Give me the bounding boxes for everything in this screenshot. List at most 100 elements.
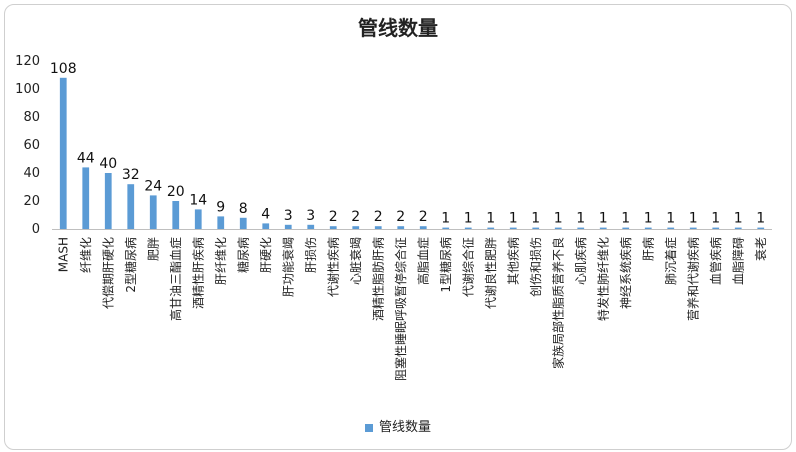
bar <box>149 195 157 229</box>
data-label: 1 <box>756 211 765 227</box>
x-tick-label: 血管疾病 <box>708 237 723 285</box>
bar <box>284 224 292 229</box>
data-label: 2 <box>419 209 428 225</box>
x-tick-label: 创伤和损伤 <box>529 237 543 297</box>
bar <box>262 223 270 229</box>
data-label: 32 <box>122 167 140 183</box>
bar <box>217 216 225 229</box>
bar <box>464 227 472 229</box>
bar <box>374 226 382 229</box>
data-label: 1 <box>644 211 653 227</box>
bar <box>172 201 180 229</box>
y-tick-label: 60 <box>23 138 40 153</box>
bar <box>104 173 112 229</box>
data-label: 3 <box>284 208 293 224</box>
bar <box>599 227 607 229</box>
bar <box>532 227 540 229</box>
bar <box>329 226 337 229</box>
x-tick-label: 酒精性脂肪肝病 <box>370 237 385 321</box>
chart-title: 管线数量 <box>358 16 438 40</box>
x-tick-label: 肺沉着症 <box>663 237 678 285</box>
bar <box>487 227 495 229</box>
x-tick-label: 肝损伤 <box>304 237 318 273</box>
x-tick-label: 肥胖 <box>146 237 160 261</box>
x-tick-label: 特发性肺纤维化 <box>595 237 610 321</box>
bar <box>712 227 720 229</box>
bar <box>689 227 697 229</box>
x-tick-label: 2型糖尿病 <box>123 237 138 293</box>
data-label: 1 <box>486 211 495 227</box>
x-tick-label: 其他疾病 <box>505 237 520 285</box>
bar <box>127 184 135 229</box>
y-tick-label: 20 <box>23 194 40 209</box>
bar <box>442 227 450 229</box>
x-tick-label: 高脂血症 <box>415 237 430 285</box>
data-label: 44 <box>77 150 95 166</box>
data-label: 1 <box>734 211 743 227</box>
bar <box>352 226 360 229</box>
data-label: 14 <box>189 192 207 208</box>
y-tick-label: 0 <box>32 222 40 237</box>
x-tick-label: 高甘油三酯血症 <box>168 237 183 321</box>
bar <box>307 224 315 229</box>
x-tick-label: 肝纤维化 <box>214 237 228 285</box>
y-tick-label: 100 <box>15 82 40 97</box>
bar <box>419 226 427 229</box>
legend: 管线数量 <box>0 416 796 435</box>
data-label: 20 <box>167 184 185 200</box>
data-label: 9 <box>216 199 225 215</box>
x-tick-label: 心脏衰竭 <box>348 237 363 285</box>
x-tick-label: 纤维化 <box>79 237 93 273</box>
data-label: 1 <box>666 211 675 227</box>
data-label: 1 <box>621 211 630 227</box>
bar <box>82 167 90 229</box>
data-label: 2 <box>329 209 338 225</box>
x-tick-label: 衰老 <box>753 237 768 261</box>
legend-label: 管线数量 <box>378 420 431 435</box>
x-tick-label: 肝病 <box>640 237 655 261</box>
data-label: 1 <box>711 211 720 227</box>
x-tick-label: 代偿期肝硬化 <box>100 237 115 309</box>
y-tick-label: 120 <box>15 54 40 69</box>
x-tick-label: 家族局部性脂质营养不良 <box>550 237 565 369</box>
x-tick-label: 肝硬化 <box>259 237 273 273</box>
bar <box>59 77 67 229</box>
x-tick-label: 糖尿病 <box>235 237 250 273</box>
x-tick-label: 1型糖尿病 <box>438 237 453 293</box>
data-label: 1 <box>576 211 585 227</box>
data-label: 1 <box>599 211 608 227</box>
x-tick-label: 代谢综合征 <box>460 237 475 297</box>
data-label: 1 <box>554 211 563 227</box>
y-tick-label: 40 <box>23 166 40 181</box>
x-tick-label: 代谢良性肥胖 <box>483 237 498 309</box>
bar <box>239 217 247 229</box>
data-label: 1 <box>509 211 518 227</box>
data-label: 1 <box>464 211 473 227</box>
data-label: 2 <box>351 209 360 225</box>
x-tick-label: 阻塞性睡眠呼吸暂停综合征 <box>393 237 408 381</box>
bar <box>509 227 517 229</box>
bar <box>397 226 405 229</box>
legend-swatch <box>364 423 373 432</box>
data-label: 1 <box>531 211 540 227</box>
x-tick-label: 酒精性肝疾病 <box>190 237 205 309</box>
data-label: 1 <box>441 211 450 227</box>
bar <box>622 227 630 229</box>
data-label: 24 <box>144 178 162 194</box>
x-tick-label: MASH <box>56 237 70 272</box>
data-label: 2 <box>374 209 383 225</box>
bar <box>194 209 202 229</box>
data-label: 40 <box>99 156 117 172</box>
x-tick-label: 心肌疾病 <box>573 237 588 285</box>
bar <box>577 227 585 229</box>
bar <box>644 227 652 229</box>
bar <box>667 227 675 229</box>
bar <box>757 227 765 229</box>
y-tick-label: 80 <box>23 110 40 125</box>
x-tick-label: 代谢性疾病 <box>325 237 340 297</box>
data-label: 8 <box>239 201 248 217</box>
x-tick-label: 营养和代谢疾病 <box>685 237 700 321</box>
data-label: 108 <box>50 61 77 77</box>
x-tick-label: 肝功能衰竭 <box>280 237 295 297</box>
